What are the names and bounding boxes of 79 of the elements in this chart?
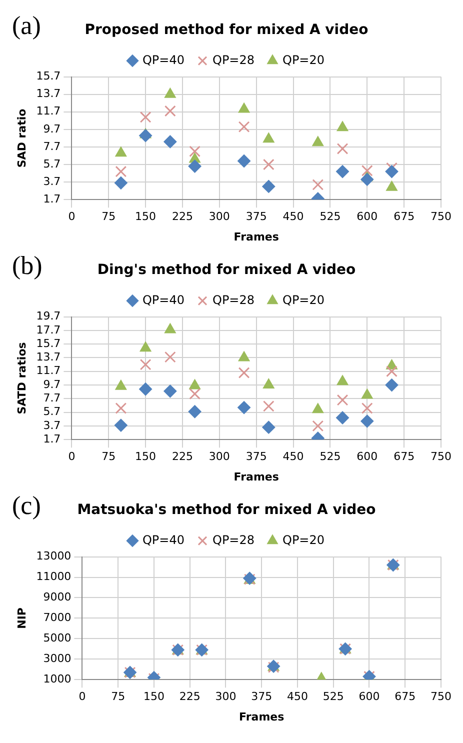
legend-label: QP=40	[142, 532, 185, 547]
x-tick-label: 375	[246, 210, 267, 224]
x-tick-label: 600	[358, 690, 380, 704]
x-tick-label: 750	[430, 690, 452, 704]
y-tick-label: 1000	[43, 672, 72, 686]
legend-label: QP=28	[212, 52, 255, 67]
y-tick-label: 3.7	[43, 418, 61, 432]
legend-label: QP=20	[282, 52, 325, 67]
y-tick-label: 5.7	[43, 405, 61, 418]
x-tick-label: 75	[111, 690, 126, 704]
y-tick-label: 11.7	[36, 104, 61, 118]
x-axis-title: Frames	[239, 710, 285, 724]
y-tick-label: 15.7	[36, 70, 61, 83]
y-axis-title: SATD ratios	[15, 342, 28, 414]
x-axis-title: Frames	[234, 230, 280, 244]
x-tick-label: 675	[394, 690, 416, 704]
y-tick-label: 1.7	[43, 192, 61, 206]
y-tick-label: 13.7	[36, 87, 61, 100]
x-tick-label: 525	[320, 450, 341, 464]
legend-label: QP=40	[142, 52, 185, 67]
x-tick-label: 525	[320, 210, 341, 224]
x-tick-label: 675	[394, 210, 415, 224]
y-tick-label: 7.7	[43, 392, 61, 405]
x-tick-label: 150	[135, 450, 156, 464]
x-tick-label: 525	[322, 690, 344, 704]
x-tick-label: 675	[394, 450, 415, 464]
x-tick-label: 0	[68, 210, 76, 224]
x-tick-label: 300	[208, 450, 230, 464]
text: (c)	[12, 490, 41, 520]
x-tick-label: 225	[172, 450, 193, 464]
y-tick-label: 13.7	[36, 350, 61, 364]
x-tick-label: 375	[246, 450, 267, 464]
chart-title: Matsuoka's method for mixed A video	[77, 502, 376, 518]
x-tick-label: 450	[282, 450, 304, 464]
y-tick-label: 13000	[36, 550, 72, 563]
x-tick-label: 375	[251, 690, 272, 704]
y-tick-label: 7000	[43, 611, 72, 624]
y-tick-label: 11000	[36, 570, 72, 584]
y-tick-label: 19.7	[36, 310, 61, 323]
chart-title: Ding's method for mixed A video	[97, 262, 356, 278]
legend-label: QP=28	[212, 532, 255, 547]
x-tick-label: 150	[135, 210, 156, 224]
x-tick-label: 450	[286, 690, 308, 704]
y-tick-label: 7.7	[43, 140, 61, 153]
x-tick-label: 225	[172, 210, 193, 224]
x-axis-title: Frames	[234, 470, 280, 484]
x-tick-label: 300	[215, 690, 236, 704]
y-tick-label: 3000	[43, 652, 72, 665]
y-tick-label: 9.7	[43, 122, 61, 136]
y-tick-label: 11.7	[36, 364, 61, 378]
y-tick-label: 15.7	[36, 336, 61, 350]
y-tick-label: 17.7	[36, 323, 61, 336]
y-tick-label: 1.7	[43, 432, 61, 446]
legend-label: QP=20	[282, 292, 325, 307]
y-axis-title: SAD ratio	[15, 108, 28, 168]
y-tick-label: 9000	[43, 590, 72, 604]
x-tick-label: 75	[102, 450, 116, 464]
x-tick-label: 300	[208, 210, 230, 224]
legend-label: QP=20	[282, 532, 325, 547]
y-tick-label: 5000	[43, 632, 72, 645]
text: (a)	[12, 10, 41, 40]
x-tick-label: 225	[179, 690, 200, 704]
y-tick-label: 9.7	[43, 378, 61, 391]
x-tick-label: 150	[143, 690, 164, 704]
chart-title: Proposed method for mixed A video	[84, 22, 369, 38]
y-tick-label: 3.7	[43, 174, 61, 188]
x-tick-label: 0	[68, 450, 76, 464]
x-tick-label: 600	[356, 210, 378, 224]
x-tick-label: 0	[78, 690, 86, 704]
y-tick-label: 5.7	[43, 157, 61, 170]
legend-label: QP=40	[142, 292, 185, 307]
text: (b)	[12, 250, 42, 280]
x-tick-label: 750	[430, 210, 452, 224]
x-tick-label: 75	[102, 210, 116, 224]
x-tick-label: 750	[430, 450, 452, 464]
x-tick-label: 600	[356, 450, 378, 464]
x-tick-label: 450	[282, 210, 304, 224]
y-axis-title: NIP	[15, 608, 28, 629]
legend-label: QP=28	[212, 292, 255, 307]
